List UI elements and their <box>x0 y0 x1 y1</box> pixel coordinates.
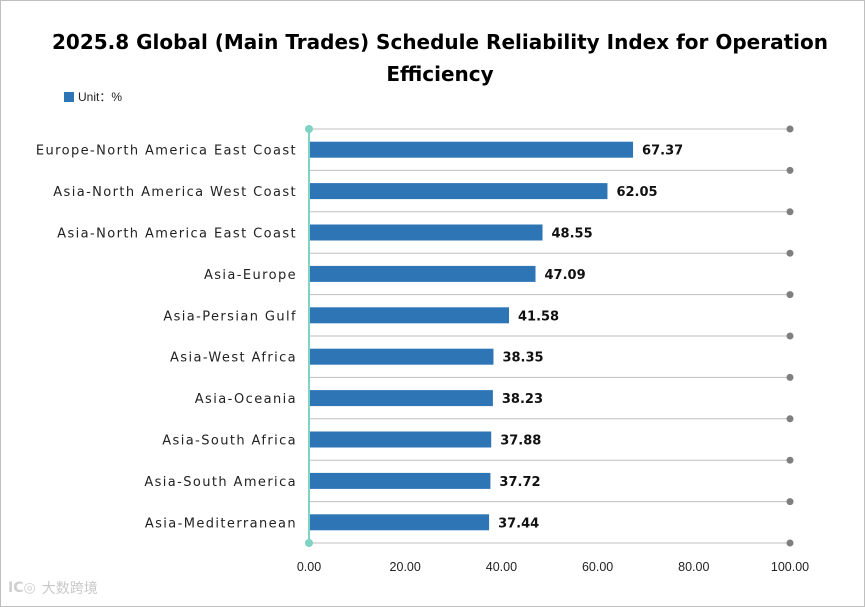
data-label: 47.09 <box>545 268 586 283</box>
data-label: 67.37 <box>642 144 683 159</box>
legend-label: Unit：% <box>78 90 123 104</box>
category-label: Asia-West Africa <box>170 351 297 366</box>
legend-swatch <box>64 91 74 102</box>
data-label: 37.44 <box>498 516 539 531</box>
data-label: 38.23 <box>502 392 543 407</box>
y-axis-end-marker <box>305 125 313 133</box>
bar <box>310 307 509 324</box>
x-tick-label: 40.00 <box>486 560 517 574</box>
category-label: Europe-North America East Coast <box>36 144 297 159</box>
category-label: Asia-North America West Coast <box>53 185 297 200</box>
bar <box>310 183 608 200</box>
category-label: Asia-Persian Gulf <box>163 309 297 324</box>
gridline-end-marker <box>786 166 794 174</box>
category-label: Asia-Europe <box>204 268 297 283</box>
bar <box>310 224 543 241</box>
x-tick-label: 0.00 <box>297 560 321 574</box>
gridline-end-marker <box>786 291 794 299</box>
gridline-end-marker <box>786 456 794 464</box>
bar <box>310 472 491 489</box>
x-tick-label: 80.00 <box>678 560 709 574</box>
bar <box>310 390 493 407</box>
gridline-end-marker <box>786 373 794 381</box>
watermark: IC◎ 大数跨境 <box>8 578 98 598</box>
category-label: Asia-South America <box>144 475 297 490</box>
data-label: 37.72 <box>499 475 540 490</box>
bar <box>310 141 634 158</box>
data-label: 48.55 <box>552 227 593 242</box>
x-tick-label: 100.00 <box>771 560 809 574</box>
category-label: Asia-Oceania <box>195 392 297 407</box>
category-label: Asia-North America East Coast <box>57 227 297 242</box>
bar <box>310 514 490 531</box>
category-label: Asia-South Africa <box>162 434 297 449</box>
bar <box>310 265 536 282</box>
gridline-end-marker <box>786 125 794 133</box>
data-label: 41.58 <box>518 309 559 324</box>
gridline-end-marker <box>786 332 794 340</box>
x-tick-label: 20.00 <box>390 560 421 574</box>
watermark-text: 大数跨境 <box>41 581 98 597</box>
bar <box>310 431 492 448</box>
gridline-end-marker <box>786 498 794 506</box>
category-label: Asia-Mediterranean <box>145 516 297 531</box>
watermark-logo: IC◎ <box>8 580 36 596</box>
chart-title: 2025.8 Global (Main Trades) Schedule Rel… <box>51 30 828 86</box>
gridline-end-marker <box>786 208 794 216</box>
gridline-end-marker <box>786 249 794 257</box>
y-axis-end-marker <box>305 539 313 547</box>
data-label: 62.05 <box>616 185 657 200</box>
data-label: 38.35 <box>502 351 543 366</box>
data-label: 37.88 <box>500 434 541 449</box>
gridline-end-marker <box>786 539 794 547</box>
x-tick-label: 60.00 <box>582 560 613 574</box>
bar <box>310 348 494 365</box>
gridline-end-marker <box>786 415 794 423</box>
chart-legend: Unit：% <box>64 88 122 105</box>
